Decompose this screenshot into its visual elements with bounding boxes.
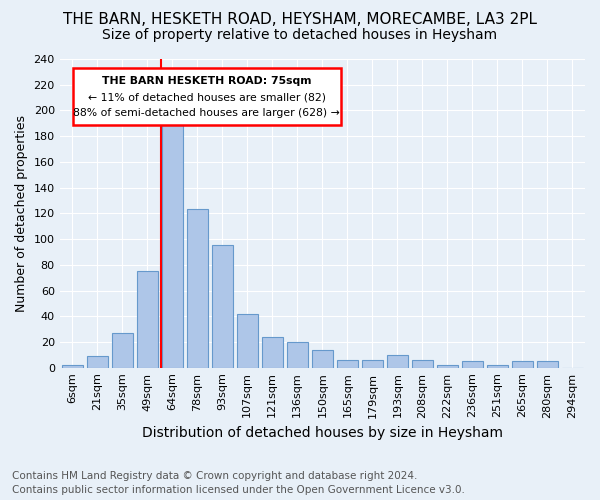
Text: THE BARN HESKETH ROAD: 75sqm: THE BARN HESKETH ROAD: 75sqm xyxy=(102,76,311,86)
Text: 88% of semi-detached houses are larger (628) →: 88% of semi-detached houses are larger (… xyxy=(73,108,340,118)
Bar xyxy=(236,314,258,368)
Bar xyxy=(337,360,358,368)
Bar xyxy=(312,350,333,368)
X-axis label: Distribution of detached houses by size in Heysham: Distribution of detached houses by size … xyxy=(142,426,503,440)
Bar xyxy=(512,361,533,368)
Text: Size of property relative to detached houses in Heysham: Size of property relative to detached ho… xyxy=(103,28,497,42)
Bar xyxy=(161,113,183,368)
Bar xyxy=(537,361,558,368)
Text: THE BARN, HESKETH ROAD, HEYSHAM, MORECAMBE, LA3 2PL: THE BARN, HESKETH ROAD, HEYSHAM, MORECAM… xyxy=(63,12,537,28)
Bar xyxy=(86,356,108,368)
Y-axis label: Number of detached properties: Number of detached properties xyxy=(15,115,28,312)
Text: ← 11% of detached houses are smaller (82): ← 11% of detached houses are smaller (82… xyxy=(88,92,326,102)
Bar xyxy=(62,365,83,368)
Bar xyxy=(212,246,233,368)
Bar xyxy=(287,342,308,367)
Text: Contains public sector information licensed under the Open Government Licence v3: Contains public sector information licen… xyxy=(12,485,465,495)
Bar xyxy=(187,210,208,368)
Bar xyxy=(137,271,158,368)
Bar xyxy=(487,365,508,368)
Bar xyxy=(112,333,133,368)
FancyBboxPatch shape xyxy=(73,68,341,126)
Bar xyxy=(437,365,458,368)
Bar xyxy=(462,361,483,368)
Text: Contains HM Land Registry data © Crown copyright and database right 2024.: Contains HM Land Registry data © Crown c… xyxy=(12,471,418,481)
Bar xyxy=(262,337,283,368)
Bar xyxy=(362,360,383,368)
Bar xyxy=(412,360,433,368)
Bar xyxy=(387,355,408,368)
